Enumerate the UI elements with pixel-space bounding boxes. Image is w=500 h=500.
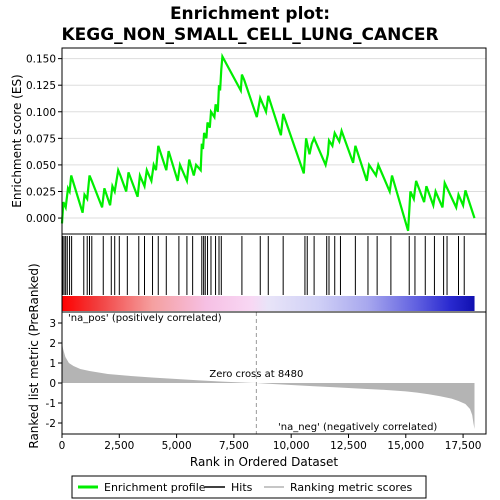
es-y-tick-label: 0.125 [26,80,56,92]
es-y-tick-label: 0.150 [26,54,56,66]
legend-label: Ranking metric scores [290,481,412,494]
es-y-tick-label: 0.100 [26,107,56,119]
metric-x-tick-label: 15,000 [387,440,424,452]
metric-y-tick-label: -1 [46,398,56,410]
enrichment-profile-line [60,52,476,232]
es-y-tick-label: 0.000 [26,213,56,225]
legend: Enrichment profile Hits Ranking metric sco… [71,475,427,499]
hit-marks [62,236,465,295]
metric-panel: -2 -1 0 1 2 3 0 2,500 5,000 7,500 10,000 12,500 15,… [27,263,487,469]
metric-x-ticks: 0 2,500 5,000 7,500 10,000 12,500 15,000 17,500 [59,434,482,452]
metric-plot-area [62,312,486,434]
metric-x-axis-label: Rank in Ordered Dataset [190,455,338,469]
chart-title-line2: KEGG_NON_SMALL_CELL_LUNG_CANCER [61,25,438,45]
es-y-ticks: 0.000 0.025 0.050 0.075 0.100 0.125 0.150 [26,54,62,225]
es-y-tick-label: 0.050 [26,160,56,172]
metric-y-axis-label: Ranked list metric (PreRanked) [27,263,41,448]
metric-x-tick-label: 10,000 [273,440,310,452]
es-y-tick-label: 0.075 [26,133,56,145]
metric-x-tick-label: 2,500 [104,440,134,452]
positive-correlation-label: 'na_pos' (positively correlated) [68,313,222,324]
hits-panel [61,233,487,313]
legend-box [71,475,427,499]
metric-y-ticks: -2 -1 0 1 2 3 [46,318,62,430]
metric-x-tick-label: 5,000 [162,440,192,452]
rank-color-band [62,296,475,311]
metric-y-tick-label: 3 [49,318,56,330]
es-panel: 0.000 0.025 0.050 0.075 0.100 0.125 0.150 Enri… [10,47,487,235]
metric-x-tick-label: 12,500 [330,440,367,452]
chart-title-line1: Enrichment plot: [170,4,330,24]
legend-label: Hits [231,481,253,494]
es-y-tick-label: 0.025 [26,186,56,198]
metric-y-tick-label: 1 [49,358,56,370]
metric-y-tick-label: 2 [49,338,56,350]
metric-x-tick-label: 17,500 [445,440,482,452]
zero-cross-label: Zero cross at 8480 [209,369,303,380]
metric-y-tick-label: -2 [46,418,56,430]
metric-x-tick-label: 7,500 [219,440,249,452]
es-y-axis-label: Enrichment score (ES) [10,74,24,207]
legend-label: Enrichment profile [104,481,206,494]
metric-y-tick-label: 0 [49,378,56,390]
negative-correlation-label: 'na_neg' (negatively correlated) [278,422,437,433]
ranking-metric-area [62,343,475,429]
metric-x-tick-label: 0 [59,440,66,452]
metric-frame [61,311,487,435]
es-plot-area [62,48,486,234]
